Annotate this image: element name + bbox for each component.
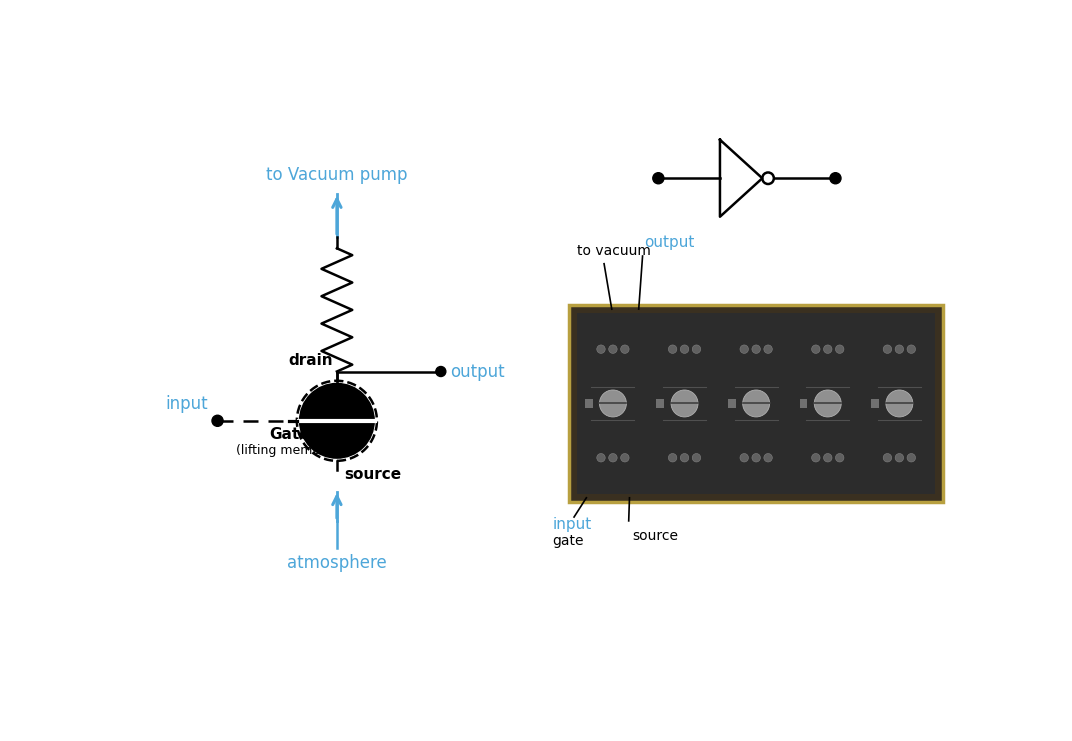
Circle shape [895, 345, 904, 353]
Circle shape [823, 345, 832, 353]
Circle shape [815, 390, 842, 417]
Circle shape [883, 345, 892, 353]
Circle shape [653, 173, 664, 184]
Circle shape [693, 345, 701, 353]
Circle shape [751, 453, 760, 462]
Circle shape [597, 453, 606, 462]
Circle shape [740, 345, 748, 353]
Circle shape [668, 345, 676, 353]
Text: (lifting membrane): (lifting membrane) [236, 444, 354, 457]
Bar [800, 399, 807, 408]
Circle shape [830, 173, 842, 184]
Circle shape [436, 367, 446, 376]
Bar [577, 313, 935, 494]
Circle shape [907, 453, 915, 462]
Circle shape [812, 345, 820, 353]
Circle shape [812, 453, 820, 462]
Text: Gate: Gate [269, 427, 310, 442]
Circle shape [212, 415, 223, 426]
Bar [872, 399, 879, 408]
Circle shape [621, 453, 629, 462]
Circle shape [609, 453, 617, 462]
Circle shape [693, 453, 701, 462]
Text: output: output [644, 235, 695, 250]
Circle shape [751, 345, 760, 353]
Circle shape [597, 345, 606, 353]
Text: output: output [450, 362, 505, 381]
Circle shape [743, 390, 770, 417]
Circle shape [764, 345, 772, 353]
Circle shape [668, 453, 676, 462]
Circle shape [621, 345, 629, 353]
Text: input: input [552, 517, 592, 532]
Text: source: source [632, 528, 679, 542]
Circle shape [599, 390, 626, 417]
Circle shape [835, 345, 844, 353]
Text: atmosphere: atmosphere [287, 554, 387, 572]
Text: source: source [344, 467, 402, 482]
Text: to vacuum: to vacuum [577, 244, 651, 258]
Text: gate: gate [552, 534, 584, 548]
Text: to Vacuum pump: to Vacuum pump [266, 166, 407, 184]
Circle shape [764, 453, 772, 462]
Circle shape [895, 453, 904, 462]
Circle shape [883, 453, 892, 462]
Circle shape [740, 453, 748, 462]
Circle shape [907, 345, 915, 353]
Circle shape [671, 390, 698, 417]
Circle shape [681, 453, 689, 462]
Circle shape [681, 345, 689, 353]
Circle shape [299, 383, 375, 459]
Bar [585, 399, 593, 408]
Bar [569, 305, 943, 502]
Circle shape [823, 453, 832, 462]
Text: drain: drain [288, 353, 333, 368]
Circle shape [885, 390, 913, 417]
Bar [728, 399, 735, 408]
Text: input: input [166, 395, 208, 413]
Circle shape [835, 453, 844, 462]
Circle shape [609, 345, 617, 353]
Bar [656, 399, 665, 408]
